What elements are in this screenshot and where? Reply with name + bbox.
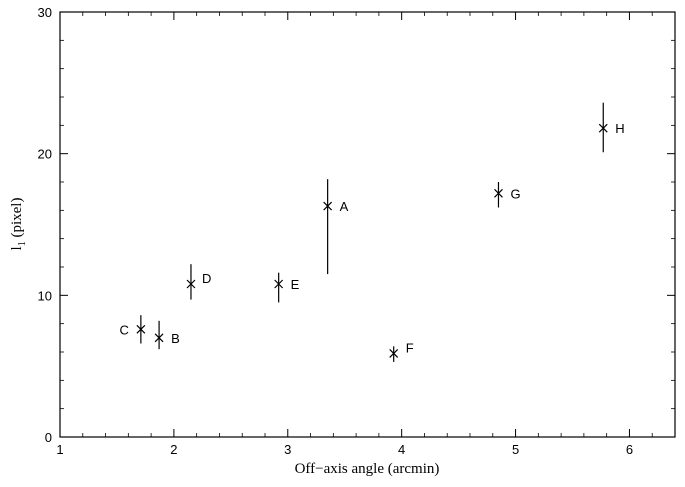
y-tick-label: 10 [38, 288, 52, 303]
y-axis-title-subscript: 1 [17, 241, 28, 246]
x-tick-label: 2 [170, 442, 177, 457]
point-label-e: E [291, 277, 300, 292]
point-marker-g-b [494, 188, 503, 198]
point-label-g: G [510, 186, 520, 201]
point-marker-c-b [136, 324, 146, 334]
y-tick-label: 30 [38, 5, 52, 20]
point-label-d: D [202, 271, 211, 286]
point-label-a: A [340, 199, 349, 214]
point-label-b: B [171, 331, 180, 346]
point-marker-b-b [154, 333, 164, 343]
y-tick-label: 20 [38, 147, 52, 162]
data-layer: A B C D E F G H [119, 102, 625, 362]
plot-frame [59, 11, 676, 438]
y-axis-title: l1 (pixel) [9, 198, 28, 251]
x-tick-label: 3 [284, 442, 291, 457]
axes-layer: 1 2 3 4 5 6 0 10 20 30 [38, 5, 676, 457]
x-axis-title: Off−axis angle (arcmin) [295, 461, 440, 477]
point-marker-f-b [389, 348, 399, 358]
y-tick-label: 0 [45, 430, 52, 445]
y-axis-title-suffix: (pixel) [9, 198, 25, 242]
x-tick-label: 5 [512, 442, 519, 457]
point-marker-d-b [186, 279, 196, 289]
x-tick-label: 4 [398, 442, 405, 457]
point-marker-h-b [598, 123, 608, 133]
point-label-c: C [119, 322, 128, 337]
y-axis-title-main: l [9, 246, 25, 250]
x-tick-label: 6 [626, 442, 633, 457]
x-tick-label: 1 [56, 442, 63, 457]
point-marker-e-b [274, 279, 284, 289]
point-label-f: F [406, 340, 414, 355]
point-marker-a-b [323, 201, 333, 211]
point-label-h: H [615, 121, 624, 136]
